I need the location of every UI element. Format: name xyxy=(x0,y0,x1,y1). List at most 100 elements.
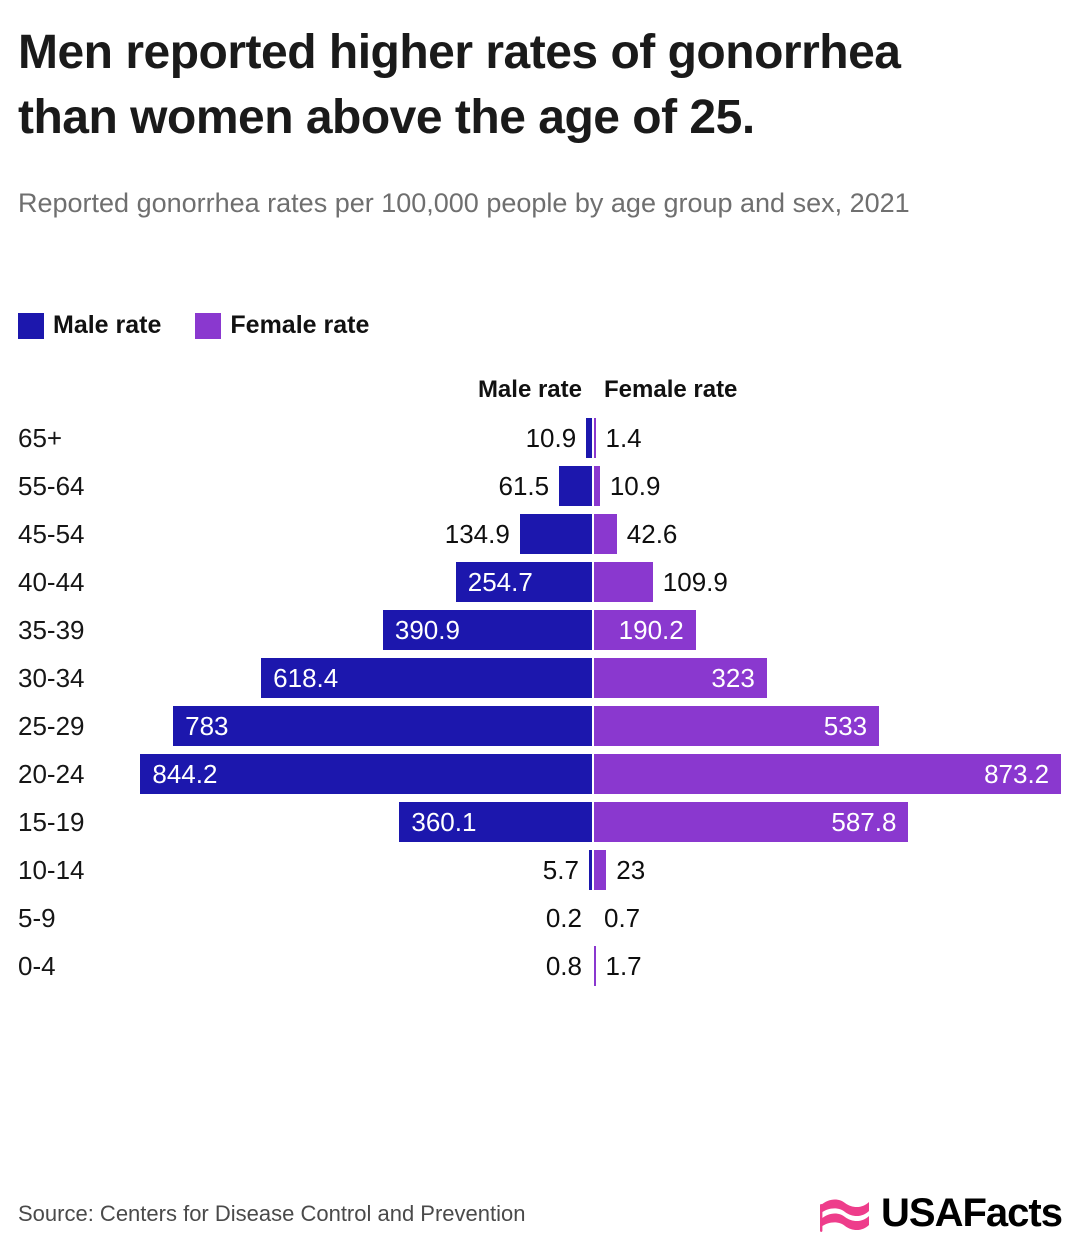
female-value-label: 23 xyxy=(616,854,646,885)
male-value-label: 390.9 xyxy=(394,614,460,645)
male-value-label: 5.7 xyxy=(542,854,579,885)
female-side: 23 xyxy=(594,850,1062,891)
female-value-label: 109.9 xyxy=(662,566,728,597)
chart-row: 15-19 360.1 587.8 xyxy=(18,798,1062,846)
female-bar: 323 xyxy=(594,658,767,699)
usafacts-logo[interactable]: USAFacts xyxy=(819,1191,1063,1236)
legend-item-male: Male rate xyxy=(18,311,161,340)
female-bar xyxy=(594,466,600,507)
chart-row: 5-9 0.2 0.7 xyxy=(18,894,1062,942)
chart-row: 10-14 5.7 23 xyxy=(18,846,1062,894)
chart-rows: 65+ 10.9 1.4 55-64 61.5 10.9 45-54 134.9 42.6 40-… xyxy=(18,414,1062,990)
male-side: 134.9 xyxy=(115,514,592,555)
male-bar xyxy=(586,418,592,459)
age-group-label: 65+ xyxy=(18,422,63,453)
male-rate-swatch xyxy=(18,312,44,339)
male-bar xyxy=(519,514,592,555)
chart-row: 25-29 783 533 xyxy=(18,702,1062,750)
chart-row: 45-54 134.9 42.6 xyxy=(18,510,1062,558)
age-group-label: 10-14 xyxy=(18,854,85,885)
age-group-label: 15-19 xyxy=(18,806,85,837)
male-side: 618.4 xyxy=(115,658,592,699)
female-side: 323 xyxy=(594,658,1062,699)
age-group-label: 35-39 xyxy=(18,614,85,645)
chart-row: 65+ 10.9 1.4 xyxy=(18,414,1062,462)
female-value-label: 190.2 xyxy=(618,614,684,645)
female-column-header: Female rate xyxy=(604,376,738,404)
male-side: 254.7 xyxy=(115,562,592,603)
female-bar: 873.2 xyxy=(594,754,1062,795)
age-group-label: 55-64 xyxy=(18,470,85,501)
male-value-label: 254.7 xyxy=(467,566,533,597)
female-side: 42.6 xyxy=(594,514,1062,555)
female-value-label: 587.8 xyxy=(831,806,897,837)
female-value-label: 1.4 xyxy=(605,422,642,453)
female-value-label: 873.2 xyxy=(984,758,1050,789)
female-side: 873.2 xyxy=(594,754,1062,795)
male-value-label: 0.2 xyxy=(545,902,582,933)
male-bar: 844.2 xyxy=(140,754,592,795)
usafacts-flag-icon xyxy=(819,1194,871,1234)
male-side: 783 xyxy=(115,706,592,747)
male-value-label: 360.1 xyxy=(411,806,477,837)
male-value-label: 783 xyxy=(185,710,229,741)
female-value-label: 533 xyxy=(823,710,868,741)
female-value-label: 10.9 xyxy=(609,470,661,501)
age-group-label: 25-29 xyxy=(18,710,85,741)
male-column-header: Male rate xyxy=(477,376,582,404)
male-bar: 783 xyxy=(173,706,592,747)
page-subtitle: Reported gonorrhea rates per 100,000 peo… xyxy=(18,187,910,218)
column-headers: Male rate Female rate xyxy=(18,374,1062,406)
female-side: 10.9 xyxy=(594,466,1062,507)
age-group-label: 20-24 xyxy=(18,758,85,789)
chart-row: 30-34 618.4 323 xyxy=(18,654,1062,702)
male-value-label: 0.8 xyxy=(545,950,582,981)
female-rate-swatch xyxy=(195,312,222,339)
age-group-label: 5-9 xyxy=(18,902,56,933)
source-attribution: Source: Centers for Disease Control and … xyxy=(18,1200,526,1226)
male-value-label: 618.4 xyxy=(273,662,339,693)
male-value-label: 844.2 xyxy=(152,758,218,789)
footer: Source: Centers for Disease Control and … xyxy=(18,1191,1063,1236)
female-bar xyxy=(594,562,653,603)
female-side: 587.8 xyxy=(594,802,1062,843)
male-bar: 254.7 xyxy=(455,562,592,603)
female-side: 109.9 xyxy=(594,562,1062,603)
male-side: 10.9 xyxy=(115,418,592,459)
female-value-label: 1.7 xyxy=(605,950,642,981)
male-side: 5.7 xyxy=(115,850,592,891)
female-side: 190.2 xyxy=(594,610,1062,651)
male-side: 844.2 xyxy=(115,754,592,795)
male-side: 61.5 xyxy=(115,466,592,507)
age-group-label: 30-34 xyxy=(18,662,85,693)
female-side: 0.7 xyxy=(594,898,1062,938)
usafacts-wordmark: USAFacts xyxy=(881,1191,1063,1235)
chart-row: 0-4 0.8 1.7 xyxy=(18,942,1062,990)
female-bar: 587.8 xyxy=(594,802,909,843)
female-bar: 190.2 xyxy=(594,610,696,651)
male-bar xyxy=(559,466,592,507)
male-bar xyxy=(588,850,592,891)
male-side: 0.8 xyxy=(115,946,592,986)
male-bar: 360.1 xyxy=(399,802,592,843)
legend-item-female: Female rate xyxy=(195,311,369,340)
female-side: 1.7 xyxy=(594,946,1062,987)
age-group-label: 40-44 xyxy=(18,566,85,597)
female-value-label: 42.6 xyxy=(626,518,678,549)
age-group-label: 45-54 xyxy=(18,518,85,549)
legend-label-male: Male rate xyxy=(53,311,162,340)
female-side: 1.4 xyxy=(594,418,1062,459)
male-side: 0.2 xyxy=(115,898,592,938)
female-bar: 533 xyxy=(594,706,880,747)
chart-row: 35-39 390.9 190.2 xyxy=(18,606,1062,654)
male-side: 390.9 xyxy=(115,610,592,651)
female-bar xyxy=(594,946,596,987)
age-group-label: 0-4 xyxy=(18,950,56,981)
male-value-label: 10.9 xyxy=(525,422,577,453)
female-bar xyxy=(594,514,617,555)
male-value-label: 61.5 xyxy=(498,470,550,501)
female-value-label: 0.7 xyxy=(604,902,641,933)
page-title: Men reported higher rates of gonorrhea t… xyxy=(18,26,901,145)
female-bar xyxy=(594,850,607,891)
